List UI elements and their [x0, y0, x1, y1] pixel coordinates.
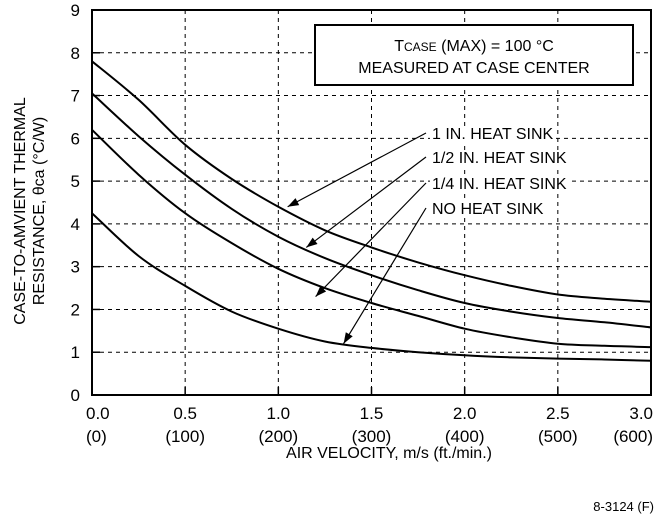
- series-labels: 1 IN. HEAT SINK 1/2 IN. HEAT SINK 1/4 IN. …: [430, 126, 569, 218]
- x-tick-sublabel-1.5: (300): [352, 427, 392, 446]
- x-tick-sublabel-0.0: (0): [86, 427, 107, 446]
- series-label-bg-1-2-in-heat-sink: [430, 150, 569, 167]
- series-label-no-heat-sink: NO HEAT SINK: [432, 201, 544, 218]
- x-tick-label-2.5: 2.5: [546, 404, 570, 423]
- leader-lines: [287, 132, 427, 344]
- arrowhead-1-4-in-heat-sink: [315, 285, 327, 297]
- x-tick-label-0.0: 0.0: [86, 404, 110, 423]
- leader-line-no-heat-sink: [343, 207, 427, 344]
- annotation-line1: TCASE (MAX) = 100 °C: [394, 38, 554, 55]
- figure-code: 8-3124 (F): [593, 499, 654, 514]
- series-label-bg-1-4-in-heat-sink: [430, 176, 569, 193]
- leader-line-1-in-heat-sink: [287, 132, 427, 208]
- x-tick-sublabel-3.0: (600): [613, 427, 653, 446]
- arrowhead-1-2-in-heat-sink: [306, 237, 318, 248]
- y-tick-labels: 0 1 2 3 4 5 6 7 8 9: [71, 1, 80, 405]
- plot-frame: [91, 9, 652, 396]
- x-tick-label-0.5: 0.5: [173, 404, 197, 423]
- curves: [91, 60, 652, 362]
- series-label-1-4-in-heat-sink: 1/4 IN. HEAT SINK: [432, 176, 567, 193]
- y-tick-label-4: 4: [71, 215, 80, 234]
- arrowhead-1-in-heat-sink: [287, 198, 300, 207]
- series-label-bg-1-in-heat-sink: [430, 126, 556, 143]
- series-line-1-in-heat-sink: [91, 60, 652, 303]
- y-axis-label-line2: RESISTANCE, θca (°C/W): [31, 117, 48, 305]
- x-tick-label-2.0: 2.0: [453, 404, 477, 423]
- series-label-bg-no-heat-sink: [430, 201, 546, 218]
- leader-line-1-4-in-heat-sink: [315, 182, 427, 298]
- y-tick-label-9: 9: [71, 1, 80, 20]
- x-tick-labels: 0.0 (0) 0.5 (100) 1.0 (200) 1.5 (300) 2.0 (400) 2.…: [86, 404, 653, 446]
- x-tick-sublabel-2.5: (500): [538, 427, 578, 446]
- x-tick-sublabel-2.0: (400): [445, 427, 485, 446]
- x-axis-label: AIR VELOCITY, m/s (ft./min.): [286, 445, 492, 462]
- x-tick-label-1.0: 1.0: [267, 404, 291, 423]
- y-tick-label-1: 1: [71, 343, 80, 362]
- y-tick-label-0: 0: [71, 386, 80, 405]
- y-tick-label-5: 5: [71, 172, 80, 191]
- annotation-line2: MEASURED AT CASE CENTER: [358, 60, 589, 77]
- series-label-1-in-heat-sink: 1 IN. HEAT SINK: [432, 126, 554, 143]
- y-tick-label-8: 8: [71, 44, 80, 63]
- annotation-box: [314, 24, 634, 86]
- x-tick-sublabel-0.5: (100): [165, 427, 205, 446]
- x-tick-label-1.5: 1.5: [360, 404, 384, 423]
- series-label-1-2-in-heat-sink: 1/2 IN. HEAT SINK: [432, 150, 567, 167]
- plot-border: [91, 9, 652, 396]
- y-tick-label-2: 2: [71, 300, 80, 319]
- y-tick-label-3: 3: [71, 258, 80, 277]
- leader-line-1-2-in-heat-sink: [305, 156, 427, 248]
- x-tick-sublabel-1.0: (200): [258, 427, 298, 446]
- y-axis-label-line1: CASE-TO-AMVIENT THERMAL: [12, 97, 29, 325]
- series-line-1-2-in-heat-sink: [91, 92, 652, 329]
- y-tick-label-7: 7: [71, 87, 80, 106]
- arrowhead-no-heat-sink: [343, 332, 353, 344]
- y-tick-label-6: 6: [71, 129, 80, 148]
- x-tick-label-3.0: 3.0: [629, 404, 653, 423]
- series-line-1-4-in-heat-sink: [91, 129, 652, 349]
- series-line-no-heat-sink: [91, 212, 652, 362]
